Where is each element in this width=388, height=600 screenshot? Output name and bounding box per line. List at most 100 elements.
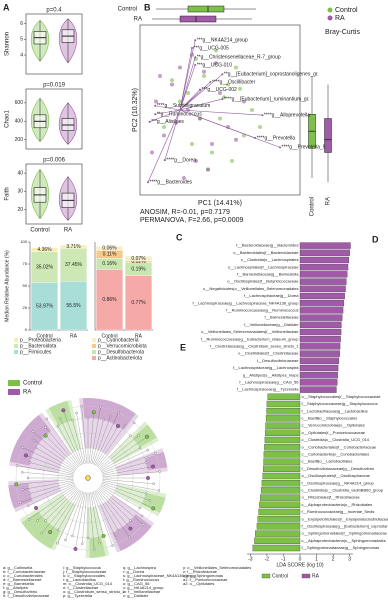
legend-marker <box>327 15 333 21</box>
clade-node <box>27 504 30 508</box>
lda-label: c__Alphaproteobacteria|o__Rhizobiales <box>302 502 373 507</box>
arrow-head <box>194 39 197 42</box>
clade-node <box>142 523 145 526</box>
point <box>218 91 222 95</box>
clade-branch <box>91 492 104 536</box>
clade-branch <box>98 435 131 468</box>
clade-branch <box>102 480 159 491</box>
value-label: 4.36% <box>37 247 52 253</box>
clade-branch <box>98 488 131 521</box>
legend-label: p__Actinobacteriota <box>98 355 142 361</box>
clade-node <box>15 464 19 467</box>
point <box>154 99 158 104</box>
clade-key: l: g__Lactobacillus <box>63 577 96 582</box>
clade-node <box>31 430 34 433</box>
legend-label: Control <box>335 7 358 14</box>
legend-marker <box>327 7 333 13</box>
value-label: 0.19% <box>131 266 146 272</box>
stat-annotation: PERMANOVA, F=2.66, p=0.0009 <box>140 217 243 224</box>
arrow-head <box>154 113 157 116</box>
lda-label: o__Oscillospirales|f__Oscillospiraceae <box>302 473 371 478</box>
clade-key: r: g__Dorea <box>123 569 145 574</box>
clade-key: g: g__Desulfovibrio <box>3 589 38 594</box>
clade-node <box>86 536 90 540</box>
x-tick-label: 2 <box>332 556 335 562</box>
point <box>238 86 242 91</box>
clade-key: m: o__Clostridia_UCG_014 <box>63 581 113 586</box>
clade-node <box>56 424 60 428</box>
clade-key: u: g__CAG_56 <box>123 581 150 586</box>
clade-branch <box>94 491 117 538</box>
loading-label: ****g__Alloprevotella <box>264 112 310 118</box>
loading-arrow <box>179 109 281 148</box>
loading-label: ****g__Oscillibacter <box>212 79 256 85</box>
lda-bar <box>252 544 301 552</box>
x-tick-label: Control <box>101 333 117 339</box>
lda-label: o__Oscillospirales|f__Butyricicoccaceae <box>227 279 299 284</box>
lda-label: c__Bacilli|o__Staphylococcales <box>302 415 358 420</box>
clade-branch <box>100 447 141 471</box>
loading-arrow <box>155 105 181 111</box>
lda-bar <box>256 523 301 530</box>
clade-key: n: f__Clostridiaceae <box>63 585 99 590</box>
clade-branch <box>90 407 101 464</box>
lda-label: c__Verrucomicrobiae|o__Opitutales <box>302 423 365 428</box>
lda-label: f__Oscillospiraceae|g__[Eubacterium]_cop… <box>302 523 388 528</box>
loading-arrow <box>179 89 201 111</box>
clade-node <box>28 492 32 495</box>
clade-node <box>80 405 83 408</box>
clade-node <box>71 534 74 538</box>
clade-sector <box>144 451 168 471</box>
loading-arrow <box>179 74 223 111</box>
clade-node <box>44 426 47 429</box>
legend-label: RA <box>23 390 31 396</box>
arrow-head <box>279 146 281 149</box>
legend-label: p__Proteobacteria <box>20 337 61 343</box>
clade-key: d: f__Barnesiellaceae <box>3 577 42 582</box>
clade-node <box>117 411 120 414</box>
lda-label: c__Clostridia|o__Clostridia_vadinBB60_gr… <box>302 487 384 492</box>
lda-bar <box>299 386 337 393</box>
clade-node <box>27 518 31 521</box>
clade-key: w: f__Veillonellaceae <box>123 589 161 594</box>
clade-branch <box>100 436 148 470</box>
loading-label: **g__[Eubacterium]_coprostanoligenes_gr. <box>224 72 319 78</box>
lda-label: f__Lachnospiraceae|g__Dorea <box>244 293 299 298</box>
x-tick-label: RA <box>70 333 78 339</box>
clade-node <box>44 519 47 522</box>
clade-branch <box>57 425 81 466</box>
lda-bar <box>299 278 347 285</box>
y-tick-label: 100 <box>20 239 27 244</box>
clade-node <box>116 424 120 428</box>
lda-label: c__Bacilli|o__Lactobacillales <box>302 459 353 464</box>
legend-swatch <box>301 573 311 579</box>
legend-label: RA <box>335 15 345 22</box>
point <box>194 159 198 163</box>
clade-node <box>14 482 19 487</box>
legend-label: p__Cyanobacteria <box>98 337 139 343</box>
x-tick-label: 0 <box>299 556 302 562</box>
clade-branch <box>28 484 75 507</box>
lda-bar <box>299 300 345 307</box>
lda-bar <box>299 364 339 372</box>
loading-arrow <box>179 47 193 111</box>
clade-sector <box>48 400 73 426</box>
lda-bar <box>263 451 301 458</box>
clade-branch <box>37 487 77 521</box>
lda-bar <box>260 494 301 501</box>
clade-branch <box>50 490 80 533</box>
clade-key: f: g__Alistipes <box>3 585 28 590</box>
clade-branch <box>25 455 74 473</box>
plot-frame <box>25 88 83 150</box>
clade-node <box>34 446 38 450</box>
lda-bar <box>259 501 301 508</box>
y-tick-label: 20 <box>17 207 23 213</box>
clade-branch <box>96 423 126 466</box>
loading-label: ***g__NK4A214_group <box>197 38 248 44</box>
value-label: 0.07% <box>131 256 146 262</box>
clade-branch <box>100 486 143 516</box>
value-label: 0.11% <box>103 252 117 258</box>
clade-branch <box>99 435 139 469</box>
clade-node <box>32 438 36 442</box>
legend-label: p__Bacteroidota <box>20 343 57 349</box>
